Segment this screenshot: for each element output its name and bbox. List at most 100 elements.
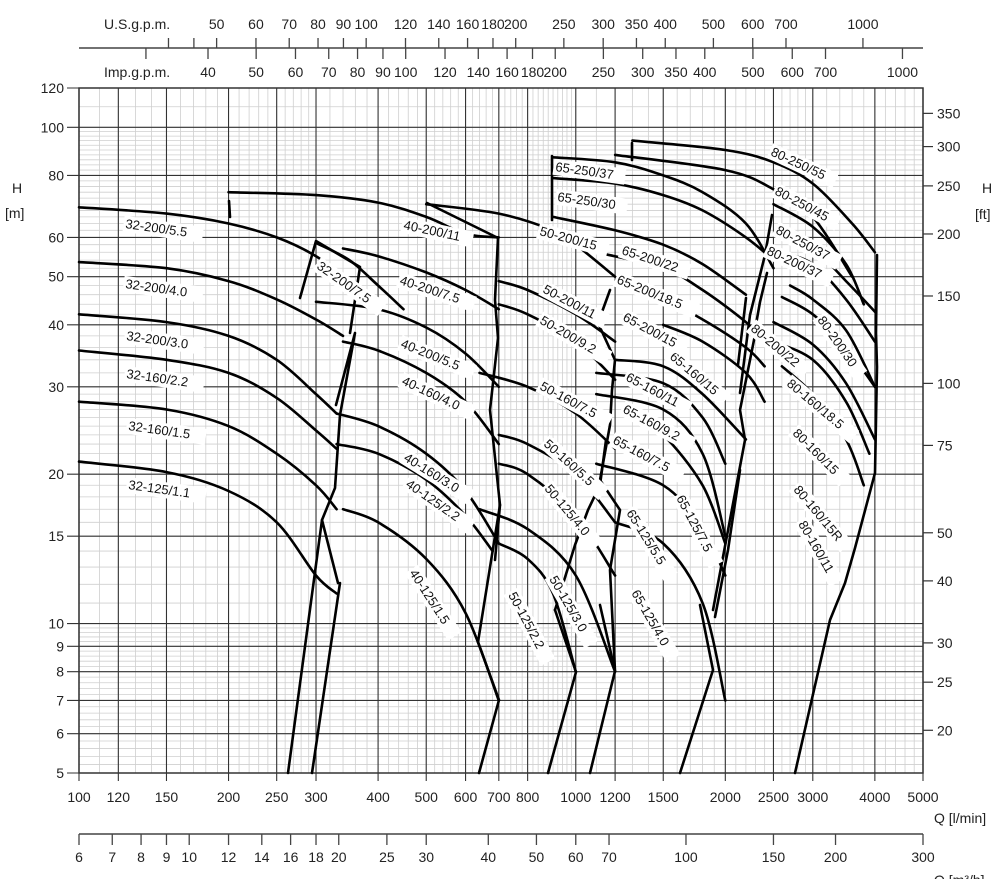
q-lpm-tick-label: 300 [304,789,328,805]
curve-label: 32-200/5.5 [122,215,204,243]
imp-gpm-tick-label: 50 [248,64,264,80]
range-boundary [736,296,748,367]
label-background [125,417,207,445]
q-lpm-tick-label: 4000 [859,789,890,805]
h-m-tick-label: 10 [48,616,64,632]
label-background [552,158,627,185]
h-m-tick-label: 9 [56,638,64,654]
us-gpm-tick-label: 250 [552,16,576,32]
label-background [544,571,599,649]
q-lpm-tick-label: 200 [217,789,241,805]
label-background [771,221,843,270]
h-m-tick-label: 20 [48,466,64,482]
label-background [671,490,724,569]
h-m-tick-label: 80 [48,167,64,183]
q-m3h-tick-label: 200 [824,849,848,865]
label-background [626,585,681,663]
h-m-tick-label: 120 [41,80,65,96]
h-ft-tick-label: 100 [937,375,961,391]
pump-curve-32-125-1-1 [77,460,338,595]
q-m3h-tick-label: 150 [762,849,786,865]
q-lpm-ticks: 100 120 150 200 250 300 400 500 600 700 800 1000 120… [67,789,938,805]
imp-gpm-tick-label: 60 [288,64,304,80]
q-m3h-tick-label: 6 [75,849,83,865]
range-boundary [227,199,232,219]
q-m3h-tick-label: 40 [481,849,497,865]
q-m3h-tick-label: 60 [568,849,584,865]
us-gpm-tick-label: 90 [336,16,352,32]
label-background [399,448,476,505]
q-m3h-tick-label: 10 [181,849,197,865]
label-background [122,275,204,303]
pump-curve-80-250-45 [613,153,854,278]
h-m-tick-label: 100 [41,119,65,135]
q-m3h-tick-label: 25 [379,849,395,865]
q-m3h-tick-label: 50 [529,849,545,865]
imp-gpm-tick-label: 700 [814,64,838,80]
h-m-tick-label: 5 [56,765,64,781]
q-lpm-tick-label: 800 [516,789,540,805]
q-lpm-tick-label: 1500 [648,789,679,805]
imp-gpm-tick-label: 70 [321,64,337,80]
us-gpm-tick-label: 70 [281,16,297,32]
pump-curve-65-160-15 [661,323,766,403]
label-background [538,280,610,329]
label-background [617,241,692,280]
curve-label-text: 50-200/15 [538,223,598,253]
range-boundary [738,213,774,395]
curve-label-text: 65-200/15 [621,309,680,350]
q-m3h-tick-label: 14 [254,849,270,865]
label-background [788,480,853,553]
h-axis-title-right: H [982,180,992,196]
us-gpm-tick-label: 400 [654,16,678,32]
q-m3h-ticks: 6 7 8 9 10 12 14 16 18 20 25 30 40 50 60 70 100 150 200 300 [75,834,935,865]
label-background [539,479,604,552]
range-boundary [678,603,715,775]
curve-label: 65-250/37 [552,158,627,185]
q-lpm-tick-label: 1200 [600,789,631,805]
q-m3h-tick-label: 12 [221,849,237,865]
curve-label: 65-250/30 [554,188,629,215]
curve-label-text: 80-200/22 [748,321,803,370]
pump-curve-65-250-37 [551,156,775,270]
q-lpm-tick-label: 2000 [710,789,741,805]
label-background [787,424,851,487]
h-ft-ticks: 20 25 30 40 50 75 100 150 200 250 300 350 [923,105,961,738]
h-ft-tick-label: 30 [937,635,953,651]
q-m3h-tick-label: 9 [163,849,171,865]
q-lpm-tick-label: 500 [415,789,439,805]
curve-label-text: 65-125/4.0 [628,587,672,648]
q-m3h-tick-label: 300 [911,849,935,865]
q-m3h-tick-label: 8 [137,849,145,865]
pump-curve-40-200-5-5 [314,300,501,389]
pump-curve-65-160-7-5 [595,392,727,538]
label-background [535,377,614,430]
range-boundary [310,581,342,775]
curve-label-text: 50-125/2.2 [505,589,547,651]
label-background [404,564,462,641]
h-ft-tick-label: 20 [937,722,953,738]
imp-gpm-tick-label: 300 [631,64,655,80]
curve-label-text: 65-200/18.5 [615,272,685,312]
us-gpm-tick-label: 140 [427,16,451,32]
h-ft-unit-label: [ft] [975,206,991,222]
us-gpm-tick-label: 180 [481,16,505,32]
range-boundary [320,331,357,522]
q-m3h-tick-label: 20 [331,849,347,865]
us-gpm-tick-label: 50 [209,16,225,32]
imp-gpm-tick-label: 90 [375,64,391,80]
pump-curve-80-200-22 [788,284,877,389]
curve-label-text: 50-125/4.0 [542,481,593,538]
pump-curve-32-200-4-0 [77,260,345,338]
q-lpm-unit-label: Q [l/min] [934,810,986,826]
operating-range-boundaries [227,141,879,775]
q-lpm-tick-label: 100 [67,789,91,805]
h-m-ticks: 5 6 7 8 9 10 15 20 30 40 50 60 80 100 120 [41,80,65,781]
curve-label-text: 40-160/4.0 [400,373,463,413]
h-m-tick-label: 40 [48,317,64,333]
h-m-tick-label: 8 [56,664,64,680]
pump-curve-40-200-7-5 [341,247,501,311]
pump-curve-80-250-55 [631,139,877,254]
pump-curve-32-160-1-5 [77,400,338,511]
